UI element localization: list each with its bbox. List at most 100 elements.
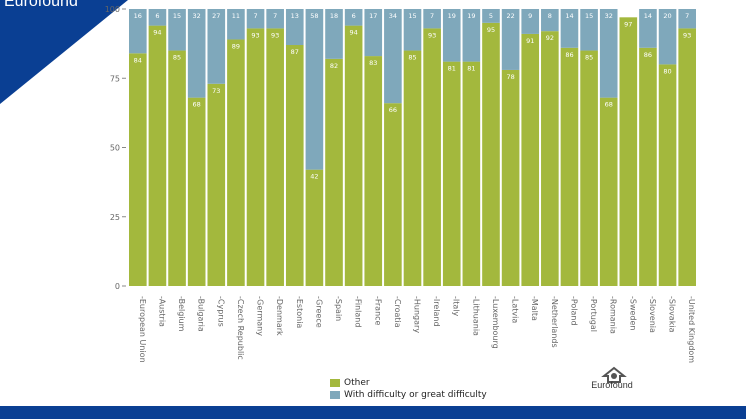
data-label-other: 68 bbox=[193, 101, 201, 109]
data-label-other: 94 bbox=[349, 29, 357, 37]
footer-bar bbox=[0, 406, 746, 419]
bar-difficulty bbox=[482, 9, 500, 23]
x-category-label: -Czech Republic bbox=[236, 296, 245, 360]
y-tick-label: 50 bbox=[110, 144, 120, 153]
bar-difficulty bbox=[227, 9, 245, 40]
data-label-other: 89 bbox=[232, 42, 240, 50]
data-label-difficulty: 15 bbox=[585, 12, 593, 20]
data-label-other: 93 bbox=[271, 31, 279, 39]
legend-label-difficulty: With difficulty or great difficulty bbox=[344, 390, 487, 400]
x-category-label: -Latvia bbox=[511, 296, 520, 323]
data-label-difficulty: 58 bbox=[310, 12, 318, 20]
bar-difficulty bbox=[403, 9, 422, 51]
x-category-label: -Belgium bbox=[177, 296, 186, 332]
bar-other bbox=[344, 25, 363, 287]
bar-other bbox=[541, 31, 559, 286]
data-label-other: 83 bbox=[369, 59, 377, 67]
x-category-label: -Slovenia bbox=[648, 296, 657, 333]
bar-difficulty bbox=[560, 9, 579, 48]
bar-difficulty bbox=[658, 9, 677, 65]
bar-difficulty bbox=[344, 9, 363, 26]
bar-difficulty bbox=[187, 9, 206, 98]
bar-difficulty bbox=[639, 9, 657, 48]
data-label-other: 80 bbox=[663, 67, 671, 75]
data-label-other: 87 bbox=[291, 48, 299, 56]
data-label-other: 93 bbox=[428, 31, 436, 39]
bar-other bbox=[521, 33, 540, 287]
bar-difficulty bbox=[541, 9, 559, 32]
x-category-label: -France bbox=[373, 296, 382, 326]
x-category-label: -Spain bbox=[334, 296, 343, 321]
bar-difficulty bbox=[580, 9, 598, 51]
x-category-label: -Greece bbox=[314, 296, 323, 328]
data-label-difficulty: 17 bbox=[369, 12, 377, 20]
x-category-label: -Germany bbox=[256, 296, 265, 336]
data-label-other: 93 bbox=[683, 31, 691, 39]
brand-name: Eurofound bbox=[4, 0, 78, 10]
x-category-label: -Malta bbox=[530, 296, 539, 321]
bar-difficulty bbox=[207, 9, 226, 84]
data-label-difficulty: 8 bbox=[548, 12, 552, 20]
data-label-other: 78 bbox=[506, 73, 514, 81]
data-label-difficulty: 19 bbox=[467, 12, 475, 20]
bar-other bbox=[364, 56, 383, 287]
x-category-label: -Portugal bbox=[589, 296, 598, 332]
bar-other bbox=[462, 61, 481, 286]
bar-difficulty bbox=[462, 9, 481, 62]
x-category-label: -Estonia bbox=[295, 296, 304, 328]
bar-other bbox=[442, 61, 461, 286]
data-label-difficulty: 7 bbox=[273, 12, 277, 20]
data-label-other: 82 bbox=[330, 62, 338, 70]
bar-difficulty bbox=[521, 9, 540, 34]
bar-other bbox=[305, 169, 324, 286]
x-category-label: -Cyprus bbox=[216, 296, 225, 327]
data-label-difficulty: 15 bbox=[408, 12, 416, 20]
bar-other bbox=[207, 83, 226, 286]
bar-difficulty bbox=[285, 9, 304, 46]
data-label-difficulty: 7 bbox=[685, 12, 689, 20]
x-category-label: -Hungary bbox=[413, 296, 422, 333]
data-label-difficulty: 27 bbox=[212, 12, 220, 20]
data-label-other: 42 bbox=[310, 173, 318, 181]
data-label-difficulty: 32 bbox=[605, 12, 613, 20]
data-label-difficulty: 9 bbox=[528, 12, 532, 20]
x-category-label: -Sweden bbox=[628, 296, 637, 331]
data-label-difficulty: 6 bbox=[155, 12, 159, 20]
eurofound-logo-icon bbox=[601, 366, 627, 383]
x-category-label: -Lithuania bbox=[471, 296, 480, 336]
data-label-other: 81 bbox=[448, 65, 456, 73]
data-label-difficulty: 14 bbox=[565, 12, 573, 20]
bar-other bbox=[246, 28, 265, 286]
y-tick-label: 25 bbox=[110, 213, 120, 222]
x-category-label: -Denmark bbox=[275, 296, 284, 336]
y-tick-label: 100 bbox=[105, 5, 120, 14]
x-category-label: -Romania bbox=[609, 296, 618, 334]
data-label-other: 97 bbox=[624, 20, 632, 28]
data-label-other: 86 bbox=[644, 51, 652, 59]
bar-other bbox=[129, 53, 147, 286]
legend-swatch-difficulty bbox=[330, 390, 340, 399]
legend-label-other: Other bbox=[344, 378, 370, 388]
bar-other bbox=[619, 17, 638, 287]
data-label-difficulty: 16 bbox=[134, 12, 142, 20]
x-category-label: -Bulgaria bbox=[197, 296, 206, 332]
x-category-label: -United Kingdom bbox=[687, 296, 696, 363]
bar-other bbox=[501, 69, 520, 286]
data-label-difficulty: 18 bbox=[330, 12, 338, 20]
x-category-label: -Ireland bbox=[432, 296, 441, 327]
legend-swatch-other bbox=[330, 378, 340, 387]
data-label-other: 85 bbox=[408, 54, 416, 62]
bar-other bbox=[325, 58, 343, 286]
data-label-difficulty: 7 bbox=[253, 12, 257, 20]
bar-difficulty bbox=[266, 9, 284, 29]
bar-difficulty bbox=[148, 9, 167, 26]
data-label-other: 68 bbox=[605, 101, 613, 109]
bar-other bbox=[580, 50, 598, 286]
bar-other bbox=[658, 64, 677, 287]
data-label-difficulty: 13 bbox=[291, 12, 299, 20]
brand-corner-triangle bbox=[0, 0, 128, 104]
legend-item-difficulty: With difficulty or great difficulty bbox=[330, 390, 487, 400]
data-label-other: 84 bbox=[134, 56, 142, 64]
bar-difficulty bbox=[384, 9, 402, 104]
data-label-difficulty: 7 bbox=[430, 12, 434, 20]
